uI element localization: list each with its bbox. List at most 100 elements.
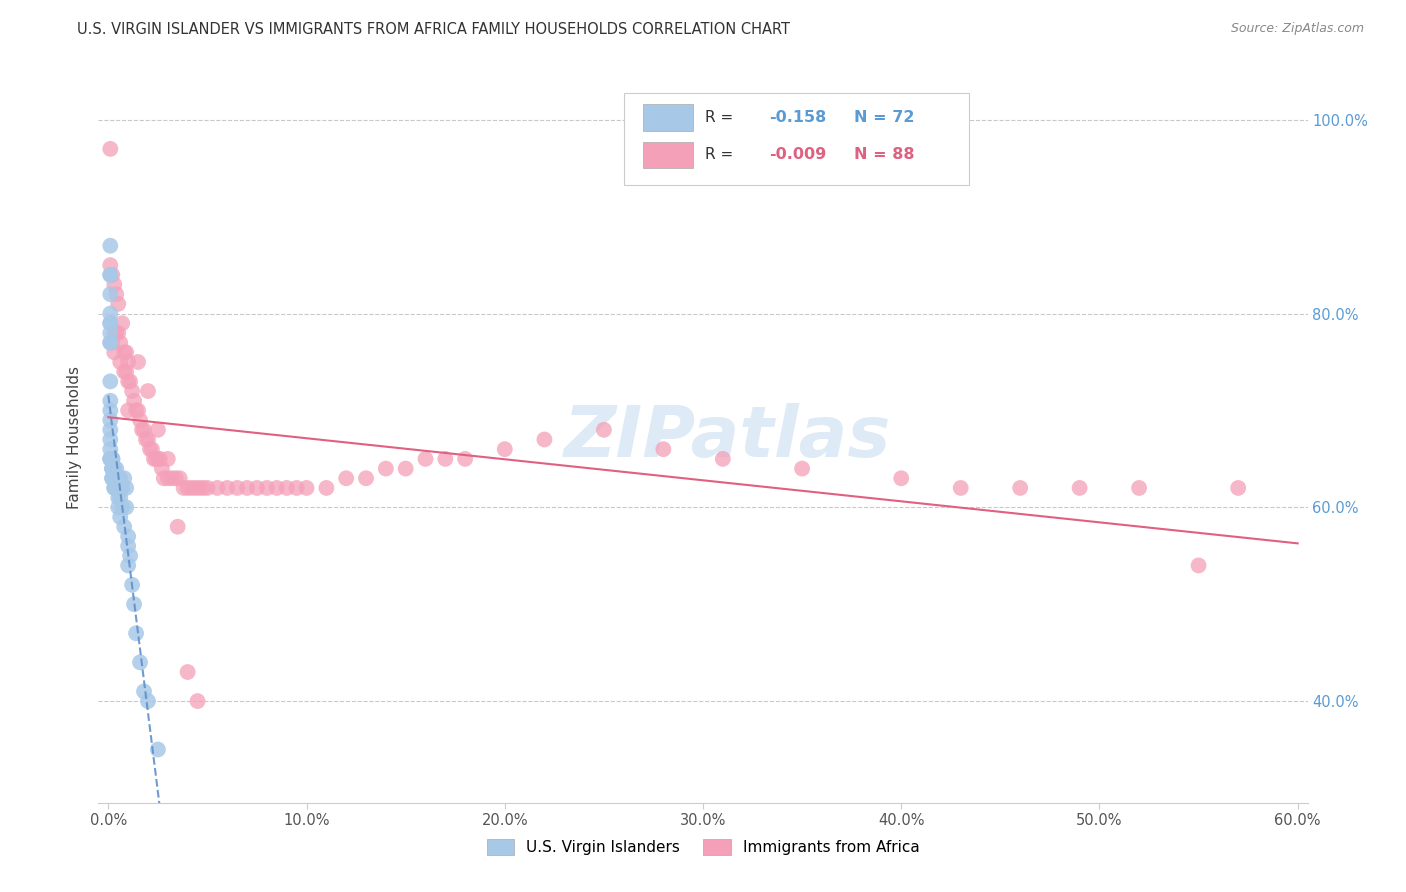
Point [98,442,121,457]
Point [125,626,148,640]
Point [136,694,159,708]
Point [890,471,912,485]
Point [145,451,167,466]
Point [169,471,191,485]
Text: R =: R = [706,110,734,125]
Point [186,694,208,708]
Point [711,451,734,466]
Point [121,384,143,398]
Point [197,481,219,495]
Point [1128,481,1150,495]
Point [112,345,135,359]
Point [315,481,337,495]
Point [176,665,198,679]
Point [207,481,229,495]
Point [103,471,125,485]
Point [166,519,188,533]
Point [103,326,125,340]
Point [98,451,121,466]
Point [101,461,124,475]
Point [374,461,396,475]
Point [98,268,121,282]
Point [101,471,124,485]
Point [103,277,125,292]
Point [120,375,142,389]
Point [101,451,124,466]
Legend: U.S. Virgin Islanders, Immigrants from Africa: U.S. Virgin Islanders, Immigrants from A… [481,833,925,861]
Point [117,403,139,417]
Point [146,423,169,437]
Point [395,461,418,475]
Point [117,558,139,573]
Point [101,471,124,485]
Point [188,481,211,495]
Point [295,481,318,495]
Point [110,471,132,485]
Point [111,316,134,330]
Point [98,335,121,350]
Point [98,451,121,466]
Point [115,500,138,515]
Point [354,471,377,485]
Point [146,451,169,466]
Point [105,287,128,301]
Point [127,403,149,417]
Text: -0.009: -0.009 [769,147,827,162]
Text: Source: ZipAtlas.com: Source: ZipAtlas.com [1230,22,1364,36]
Point [98,433,121,447]
Point [160,471,183,485]
Point [141,442,163,457]
Point [111,500,134,515]
Point [117,529,139,543]
Point [1069,481,1091,495]
Point [132,423,155,437]
Point [176,481,198,495]
Point [107,297,129,311]
Point [101,451,124,466]
Point [120,549,142,563]
Point [103,481,125,495]
Point [105,461,128,475]
Point [103,461,125,475]
Point [136,384,159,398]
FancyBboxPatch shape [624,94,969,185]
Text: ZIPatlas: ZIPatlas [564,402,891,472]
Point [98,403,121,417]
Text: R =: R = [706,147,734,162]
Point [101,451,124,466]
Point [110,355,132,369]
Point [132,684,155,698]
Point [226,481,249,495]
Point [434,451,457,466]
Text: U.S. VIRGIN ISLANDER VS IMMIGRANTS FROM AFRICA FAMILY HOUSEHOLDS CORRELATION CHA: U.S. VIRGIN ISLANDER VS IMMIGRANTS FROM … [77,22,790,37]
Point [98,451,121,466]
Y-axis label: Family Households: Family Households [67,366,83,508]
Point [103,481,125,495]
Point [98,268,121,282]
Point [122,393,145,408]
Point [105,481,128,495]
Point [103,471,125,485]
Point [105,481,128,495]
Text: N = 88: N = 88 [855,147,915,162]
Point [135,433,157,447]
Point [129,413,152,427]
Point [142,451,165,466]
Point [156,451,179,466]
Point [98,238,121,252]
Point [173,481,195,495]
Point [101,335,124,350]
Point [101,268,124,282]
Point [98,326,121,340]
Point [246,481,269,495]
Point [122,597,145,611]
Point [101,451,124,466]
Text: N = 72: N = 72 [855,110,915,125]
Point [107,481,129,495]
Point [101,461,124,475]
Point [105,326,128,340]
Point [193,481,215,495]
Point [103,471,125,485]
Point [98,413,121,427]
Point [217,481,239,495]
